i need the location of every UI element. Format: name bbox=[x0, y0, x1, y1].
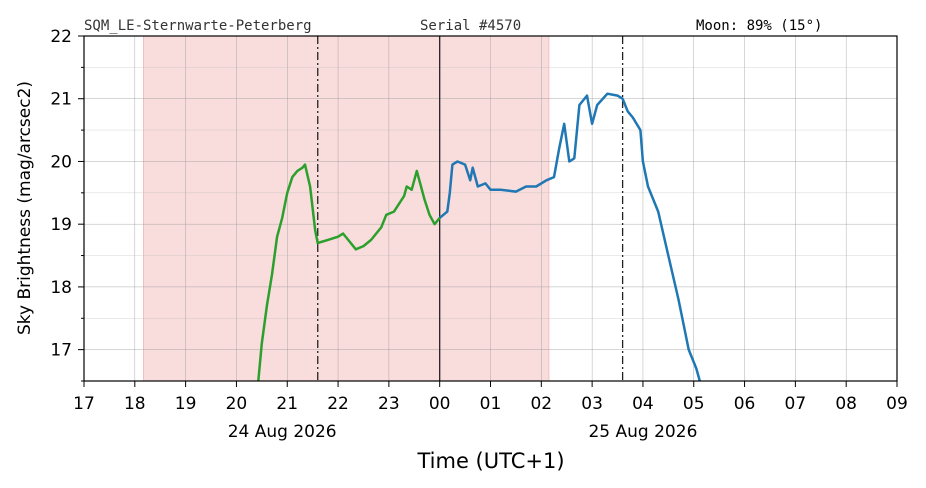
y-tick-label: 17 bbox=[50, 341, 72, 361]
y-tick-label: 22 bbox=[50, 27, 72, 47]
y-tick-label: 20 bbox=[50, 152, 72, 172]
x-tick-label: 06 bbox=[734, 394, 756, 414]
x-tick-label: 22 bbox=[327, 394, 349, 414]
x-label: Time (UTC+1) bbox=[416, 449, 564, 473]
station: SQM_LE-Sternwarte-Peterberg bbox=[84, 18, 312, 34]
brightness-line bbox=[257, 163, 441, 381]
plot-lines bbox=[257, 92, 702, 381]
x-tick-label: 18 bbox=[124, 394, 146, 414]
y-tick-label: 18 bbox=[50, 278, 72, 298]
y-tick-label: 21 bbox=[50, 90, 72, 110]
y-label: Sky Brightness (mag/arcsec2) bbox=[15, 81, 35, 335]
x-tick-label: 05 bbox=[683, 394, 705, 414]
moon: Moon: 89% (15°) bbox=[696, 18, 822, 34]
x-tick-label: 17 bbox=[73, 394, 95, 414]
serial: Serial #4570 bbox=[420, 18, 521, 34]
night-span bbox=[143, 35, 550, 382]
x-tick-label: 19 bbox=[175, 394, 197, 414]
x-tick-label: 01 bbox=[480, 394, 502, 414]
x-tick-label: 09 bbox=[886, 394, 908, 414]
x-tick-label: 02 bbox=[530, 394, 552, 414]
plot-frame bbox=[83, 35, 898, 382]
x-tick-label: 03 bbox=[581, 394, 603, 414]
x-tick-label: 20 bbox=[226, 394, 248, 414]
date-label: 24 Aug 2026 bbox=[228, 422, 337, 442]
x-tick-label: 04 bbox=[632, 394, 654, 414]
x-tick-label: 23 bbox=[378, 394, 400, 414]
x-tick-label: 07 bbox=[785, 394, 807, 414]
x-tick-label: 21 bbox=[276, 394, 298, 414]
date-label: 25 Aug 2026 bbox=[588, 422, 697, 442]
y-tick-label: 19 bbox=[50, 215, 72, 235]
x-tick-label: 08 bbox=[835, 394, 857, 414]
brightness-line bbox=[438, 92, 702, 381]
x-tick-label: 00 bbox=[429, 394, 451, 414]
